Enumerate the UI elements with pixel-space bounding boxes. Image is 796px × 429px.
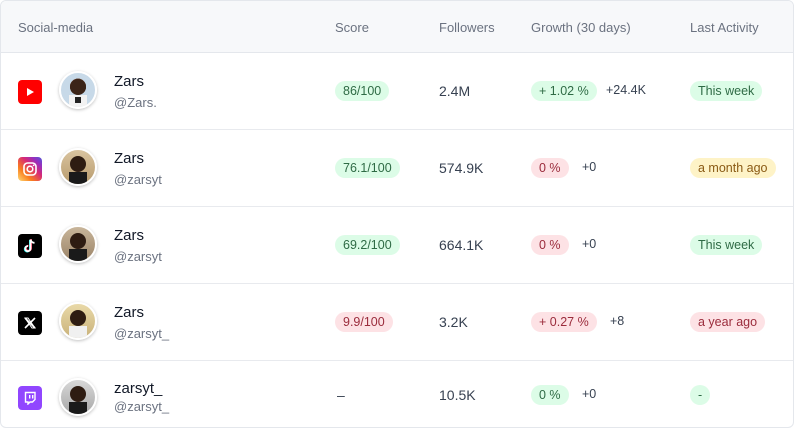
account-handle: @zarsyt_ <box>114 326 170 341</box>
growth-delta: +0 <box>582 160 597 174</box>
avatar <box>59 225 97 263</box>
followers-count: 10.5K <box>439 387 476 403</box>
table-row[interactable]: Zars @zarsyt_ 9.9/100 3.2K + 0.27 % +8 a… <box>1 284 793 361</box>
tiktok-icon <box>18 234 42 258</box>
twitch-icon <box>18 386 42 410</box>
growth-delta: +0 <box>582 237 597 251</box>
account-handle: @Zars. <box>114 95 157 110</box>
account-name[interactable]: Zars <box>114 150 144 167</box>
growth-delta: +24.4K <box>606 83 646 97</box>
table-row[interactable]: Zars @zarsyt 69.2/100 664.1K 0 % +0 This… <box>1 207 793 284</box>
followers-count: 664.1K <box>439 237 484 253</box>
account-name[interactable]: zarsyt_ <box>114 380 163 397</box>
score-badge: 76.1/100 <box>335 158 400 178</box>
score-badge: 9.9/100 <box>335 312 393 332</box>
followers-count: 574.9K <box>439 160 484 176</box>
activity-badge: - <box>690 385 711 405</box>
instagram-icon <box>18 157 42 181</box>
activity-badge: a year ago <box>690 312 766 332</box>
table-header: Social-media Score Followers Growth (30 … <box>1 1 793 53</box>
activity-badge: This week <box>690 235 763 255</box>
score-badge: 86/100 <box>335 81 390 101</box>
header-followers[interactable]: Followers <box>439 20 495 35</box>
score-empty: – <box>337 387 345 403</box>
avatar <box>59 71 97 109</box>
youtube-icon <box>18 80 42 104</box>
account-name[interactable]: Zars <box>114 227 144 244</box>
followers-count: 3.2K <box>439 314 468 330</box>
activity-badge: This week <box>690 81 763 101</box>
growth-badge: 0 % <box>531 235 569 255</box>
account-handle: @zarsyt <box>114 249 162 264</box>
account-handle: @zarsyt_ <box>114 399 170 414</box>
account-name[interactable]: Zars <box>114 304 144 321</box>
header-score[interactable]: Score <box>335 20 369 35</box>
avatar <box>59 302 97 340</box>
account-handle: @zarsyt <box>114 172 162 187</box>
growth-badge: + 1.02 % <box>531 81 597 101</box>
account-name[interactable]: Zars <box>114 73 144 90</box>
followers-count: 2.4M <box>439 83 471 99</box>
header-last-activity[interactable]: Last Activity <box>690 20 759 35</box>
header-growth[interactable]: Growth (30 days) <box>531 20 631 35</box>
table-row[interactable]: Zars @zarsyt 76.1/100 574.9K 0 % +0 a mo… <box>1 130 793 207</box>
growth-badge: + 0.27 % <box>531 312 597 332</box>
growth-badge: 0 % <box>531 385 569 405</box>
header-social-media[interactable]: Social-media <box>18 20 94 35</box>
avatar <box>59 148 97 186</box>
table-row[interactable]: Zars @Zars. 86/100 2.4M + 1.02 % +24.4K … <box>1 53 793 130</box>
x-icon <box>18 311 42 335</box>
growth-delta: +0 <box>582 387 597 401</box>
table-row[interactable]: zarsyt_ @zarsyt_ – 10.5K 0 % +0 - <box>1 361 793 427</box>
growth-badge: 0 % <box>531 158 569 178</box>
avatar <box>59 378 97 416</box>
growth-delta: +8 <box>610 314 625 328</box>
activity-badge: a month ago <box>690 158 776 178</box>
score-badge: 69.2/100 <box>335 235 400 255</box>
